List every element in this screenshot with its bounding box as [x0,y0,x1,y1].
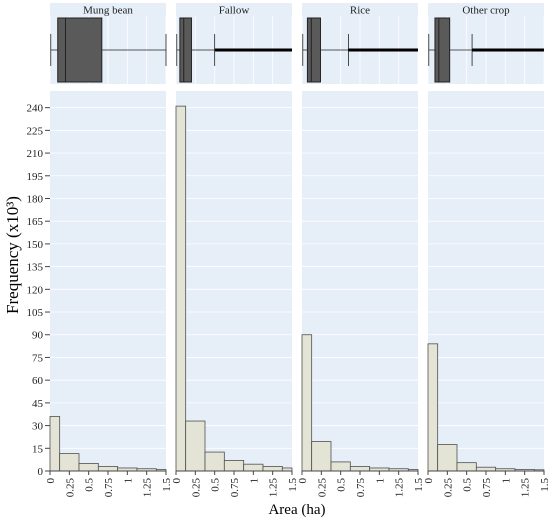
x-tick-label: 0 [423,478,435,484]
y-tick-label: 30 [32,421,44,433]
x-tick-label: 1.25 [394,478,406,498]
panel-title: Mung bean [83,5,133,17]
x-tick-label: 1.25 [268,478,280,498]
x-tick-label: 0.25 [64,478,76,498]
panel-title: Other crop [462,5,510,17]
histogram-bar [59,453,80,472]
y-tick-label: 210 [27,148,44,160]
histogram-bar [97,466,119,472]
y-axis: 0 15 30 45 60 75 90 105 120 135 150 165 180 195 210 225… [27,103,50,478]
x-tick-label: 0 [297,478,309,484]
x-tick-label: 0.75 [229,478,241,498]
boxplot-box [306,17,322,83]
histogram-bar [330,461,351,472]
facet-panel: Mung bean 0 0.25 0.5 0.75 1 1.25 1.5 [45,3,173,497]
y-tick-label: 165 [27,216,44,228]
x-tick-label: 1.25 [142,478,154,498]
x-tick-label: 0.5 [210,478,222,492]
plot-background [428,91,544,471]
y-tick-label: 180 [27,193,44,205]
plot-background [302,91,418,471]
x-tick-label: 0.75 [481,478,493,498]
x-tick-label: 0 [45,478,57,484]
boxplot-box [179,17,192,83]
x-tick-label: 1.5 [287,478,299,492]
strip-background [428,3,544,16]
histogram-bar [262,466,283,472]
boxplot-box [434,17,451,83]
x-tick-label: 0.75 [355,478,367,498]
y-tick-label: 120 [27,284,44,296]
x-tick-label: 0.25 [442,478,454,498]
y-tick-label: 135 [27,262,44,274]
histogram-bar [456,462,477,472]
y-tick-label: 240 [27,103,44,115]
facet-panel: Other crop 0 0.25 0.5 0.75 1 1.25 1.5 [423,3,550,497]
x-tick-label: 1.5 [539,478,550,492]
histogram-bar [243,463,264,472]
y-tick-label: 75 [32,352,44,364]
x-tick-label: 1 [500,478,512,484]
x-tick-label: 0.25 [316,478,328,498]
histogram-bar [78,463,99,472]
y-tick-label: 150 [27,239,44,251]
y-tick-label: 195 [27,171,44,183]
x-tick-label: 0.5 [84,478,96,492]
histogram-bar [427,343,439,472]
x-tick-label: 1.5 [161,478,173,492]
plot-background [176,91,292,471]
histogram-bar [349,466,371,472]
y-tick-label: 15 [32,443,44,455]
histogram-bar [204,451,225,472]
strip-background [50,3,166,16]
y-tick-label: 105 [27,307,44,319]
boxplot-box [57,17,103,83]
y-tick-label: 45 [32,398,44,410]
facet-panels: Mung bean 0 0.25 0.5 0.75 1 1.25 1.5 Fallow 0 0.25… [45,3,550,497]
y-tick-label: 0 [38,466,44,478]
histogram-bar [301,334,313,472]
facet-panel: Fallow 0 0.25 0.5 0.75 1 1.25 1.5 [171,3,299,497]
strip-background [302,3,418,16]
plot-background [50,91,166,471]
x-tick-label: 0.5 [336,478,348,492]
histogram-bar [49,416,61,472]
x-tick-label: 1.5 [413,478,425,492]
facet-panel: Rice 0 0.25 0.5 0.75 1 1.25 1.5 [297,3,425,497]
histogram-bar [223,460,245,472]
x-tick-label: 0.5 [462,478,474,492]
x-tick-label: 1 [374,478,386,484]
histogram-bar [311,441,332,472]
x-tick-label: 0.75 [103,478,115,498]
panel-title: Fallow [219,5,250,17]
histogram-bar [175,105,187,472]
x-tick-label: 1 [248,478,260,484]
strip-background [176,3,292,16]
x-tick-label: 1.25 [520,478,532,498]
x-tick-label: 1 [122,478,134,484]
panel-title: Rice [350,5,370,17]
y-tick-label: 225 [27,125,44,137]
histogram-bar [475,466,497,472]
y-tick-label: 90 [32,330,44,342]
x-tick-label: 0 [171,478,183,484]
x-tick-label: 0.25 [190,478,202,498]
y-tick-label: 60 [32,375,44,387]
y-axis-title: Frequency (x10³) [3,196,22,314]
histogram-bar [185,420,206,472]
x-axis-title: Area (ha) [268,502,325,518]
histogram-bar [437,444,458,472]
